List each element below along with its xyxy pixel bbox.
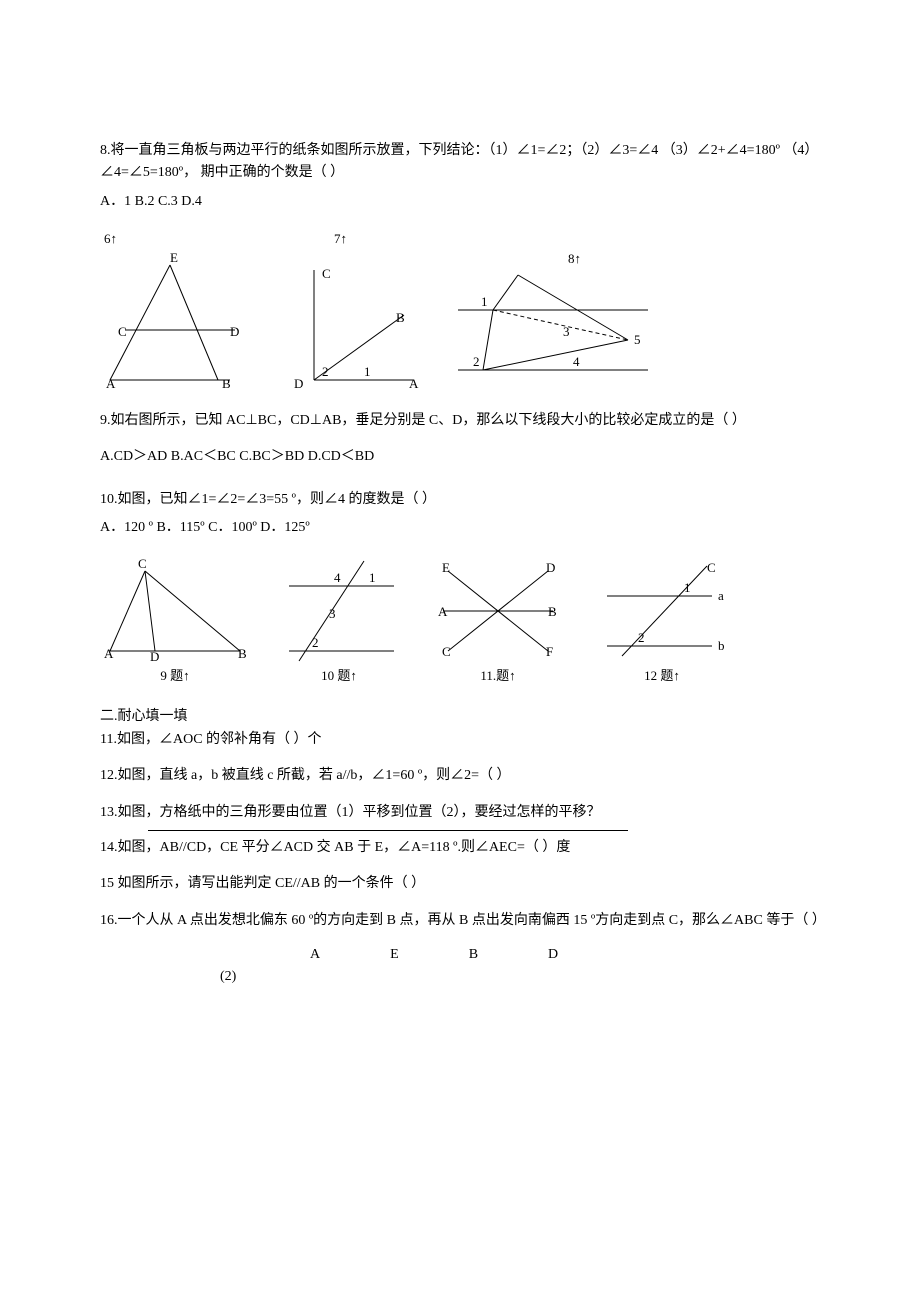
svg-text:D: D [230,324,239,339]
svg-text:F: F [546,644,553,659]
fig12-svg: C 1 a 2 b [592,556,732,666]
q12-text: 12.如图，直线 a，b 被直线 c 所截，若 a//b，∠1=60 º，则∠2… [100,765,820,787]
q9-text: 9.如右图所示，已知 AC⊥BC，CD⊥AB，垂足分别是 C、D，那么以下线段大… [100,410,820,432]
fig9-label: 9 题↑ [100,666,250,687]
paren-2: (2) [220,966,820,988]
svg-text:C: C [442,644,451,659]
svg-text:2: 2 [322,364,329,379]
q13-answer-line [148,830,628,831]
figure-row-1: 6↑ E C D A B 7↑ C B D A 2 1 8↑ 1 2 34 5 [100,229,820,390]
fig11-cell: E D A B C F 11.题↑ [428,556,568,687]
fig7-cell: 7↑ C B D A 2 1 [274,229,424,390]
q9-options: A.CD＞AD B.AC＜BC C.BC＞BD D.CD＜BD [100,446,820,468]
svg-text:b: b [718,638,725,653]
letters-row: A E B D [310,944,820,966]
svg-text:1: 1 [481,294,488,309]
svg-text:B: B [396,310,405,325]
svg-text:1: 1 [684,580,691,595]
fig12-label: 12 题↑ [592,666,732,687]
fig10-label: 10 题↑ [274,666,404,687]
svg-text:3: 3 [329,606,336,621]
fig8-svg: 1 2 34 5 [448,270,658,390]
svg-text:D: D [294,376,303,390]
svg-text:4: 4 [573,354,580,369]
svg-text:2: 2 [312,635,319,650]
svg-text:B: B [238,646,247,661]
fig12-cell: C 1 a 2 b 12 题↑ [592,556,732,687]
q16-text: 16.一个人从 A 点出发想北偏东 60 º的方向走到 B 点，再从 B 点出发… [100,910,820,932]
svg-text:B: B [548,604,557,619]
fig11-svg: E D A B C F [428,556,568,666]
q8-options: A．1 B.2 C.3 D.4 [100,191,820,213]
fig6-svg: E C D A B [100,250,250,390]
svg-text:C: C [707,560,716,575]
fig6-label: 6↑ [104,229,250,250]
svg-text:1: 1 [369,570,376,585]
svg-text:5: 5 [634,332,641,347]
svg-text:E: E [442,560,450,575]
svg-text:B: B [222,376,231,390]
svg-text:3: 3 [563,324,570,339]
fig10-svg: 4 1 32 [274,556,404,666]
letter-e: E [390,944,399,966]
svg-text:E: E [170,250,178,265]
q14-text: 14.如图，AB//CD，CE 平分∠ACD 交 AB 于 E，∠A=118 º… [100,837,820,859]
fig7-svg: C B D A 2 1 [274,250,424,390]
fig10-cell: 4 1 32 10 题↑ [274,556,404,687]
svg-text:4: 4 [334,570,341,585]
svg-text:A: A [106,376,116,390]
svg-text:D: D [150,649,159,664]
fig6-cell: 6↑ E C D A B [100,229,250,390]
svg-text:C: C [138,556,147,571]
fig8-cell: 8↑ 1 2 34 5 [448,249,658,390]
fig8-label: 8↑ [568,249,658,270]
svg-text:D: D [546,560,555,575]
fig9-svg: C A D B [100,556,250,666]
svg-text:1: 1 [364,364,371,379]
q10-options: A．120 º B．115º C．100º D．125º [100,517,820,539]
svg-text:a: a [718,588,724,603]
svg-text:2: 2 [473,354,480,369]
svg-text:A: A [409,376,419,390]
fig9-cell: C A D B 9 题↑ [100,556,250,687]
svg-text:C: C [118,324,127,339]
fig11-label: 11.题↑ [428,666,568,687]
q15-text: 15 如图所示，请写出能判定 CE//AB 的一个条件（ ） [100,873,820,895]
svg-text:A: A [438,604,448,619]
figure-row-2: CADB 9 题↑ 4132 10 题↑ EDABCF 11.题↑ C1a2b … [100,556,820,687]
svg-text:C: C [322,266,331,281]
letter-a: A [310,944,320,966]
svg-text:A: A [104,646,114,661]
letter-d: D [548,944,558,966]
letter-b: B [469,944,478,966]
svg-text:2: 2 [638,630,645,645]
q8-text: 8.将一直角三角板与两边平行的纸条如图所示放置，下列结论：（1）∠1=∠2；（2… [100,140,820,185]
q13-text: 13.如图，方格纸中的三角形要由位置（1）平移到位置（2），要经过怎样的平移？ [100,802,820,824]
fig7-label: 7↑ [334,229,424,250]
q10-text: 10.如图，已知∠1=∠2=∠3=55 º，则∠4 的度数是（ ） [100,489,820,511]
section2-title: 二.耐心填一填 [100,706,820,728]
q11-text: 11.如图，∠AOC 的邻补角有（ ）个 [100,729,820,751]
